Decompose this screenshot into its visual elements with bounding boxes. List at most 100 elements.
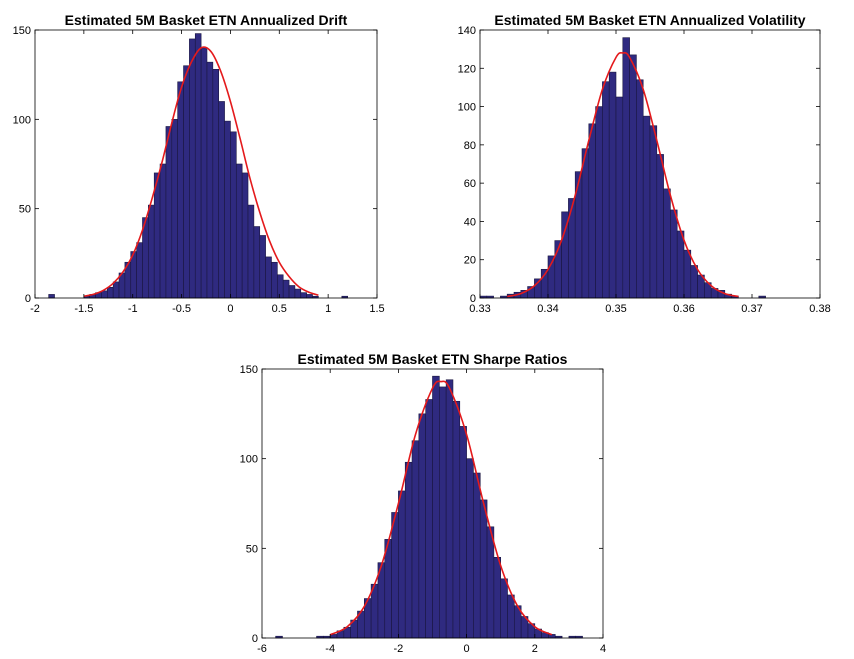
chart-title: Estimated 5M Basket ETN Annualized Volat… (494, 12, 805, 28)
bar (384, 539, 392, 639)
bar (439, 386, 447, 639)
bar (602, 81, 610, 299)
bar (500, 578, 508, 639)
bar (479, 499, 488, 639)
x-tick-label: 0.5 (272, 303, 287, 315)
bar (445, 379, 454, 639)
x-tick-label: 0.35 (605, 303, 626, 315)
x-tick-label: 0 (464, 643, 470, 655)
bar (588, 123, 596, 299)
bar (642, 115, 651, 299)
axes-box (34, 29, 378, 299)
y-tick-label: 150 (13, 25, 31, 37)
bar (183, 65, 190, 299)
bar (398, 490, 406, 639)
bar (300, 292, 307, 299)
axes-box (261, 368, 604, 639)
subplot: -6 -4 -2 0 2 4 0 50 100 150 Estimated 5M Basket ET… (240, 351, 606, 655)
bar (153, 172, 161, 299)
bar (690, 265, 698, 299)
chart-title: Estimated 5M Basket ETN Annualized Drift (65, 12, 348, 28)
bar (683, 249, 692, 299)
bar (670, 209, 678, 299)
subplot: -2 -1.5 -1 -0.5 0 0.5 1 1.5 0 50 100 150 Estimated 5… (13, 12, 385, 315)
bar (206, 61, 214, 299)
bar (218, 101, 225, 299)
bar (241, 172, 249, 299)
bar (194, 33, 202, 299)
bar (411, 440, 420, 639)
bar (466, 458, 474, 639)
x-tick-label: 0.36 (673, 303, 694, 315)
bar (200, 47, 208, 299)
bar (189, 38, 196, 299)
bar (432, 375, 440, 639)
fit-curve (329, 380, 553, 636)
y-tick-label: 140 (458, 25, 476, 37)
bar (622, 37, 630, 299)
bar (112, 281, 120, 299)
bar (486, 526, 495, 639)
bar (247, 204, 255, 299)
y-tick-label: 60 (464, 178, 476, 190)
bar (265, 256, 272, 299)
y-tick-label: 0 (25, 293, 31, 305)
x-tick-label: 0.34 (537, 303, 558, 315)
bar (212, 69, 220, 299)
y-tick-label: 0 (470, 293, 476, 305)
bar (581, 148, 590, 299)
bar (649, 125, 658, 299)
fit-curve (83, 46, 319, 297)
bar (224, 120, 231, 299)
y-tick-label: 50 (246, 543, 258, 555)
bar (177, 81, 184, 299)
bar (165, 126, 173, 299)
x-tick-label: -1.5 (74, 303, 93, 315)
y-tick-label: 0 (252, 633, 258, 645)
bar (473, 472, 481, 639)
fit-curve (507, 51, 739, 298)
chart-title: Estimated 5M Basket ETN Sharpe Ratios (298, 351, 568, 367)
bar (676, 230, 685, 299)
bar (452, 400, 461, 639)
bar (107, 286, 114, 299)
bar (404, 461, 413, 639)
bar (418, 413, 426, 639)
bar (656, 154, 664, 299)
y-tick-label: 80 (464, 140, 476, 152)
bar (636, 79, 644, 299)
y-tick-label: 100 (13, 114, 31, 126)
x-tick-label: 1 (325, 303, 331, 315)
bar (629, 54, 637, 299)
y-tick-label: 50 (19, 204, 31, 216)
axes-box (479, 29, 821, 299)
bar (259, 235, 266, 299)
y-tick-label: 120 (458, 63, 476, 75)
y-tick-label: 20 (464, 255, 476, 267)
x-tick-label: 0.38 (809, 303, 830, 315)
bar (230, 131, 237, 299)
x-tick-label: 0.37 (741, 303, 762, 315)
x-tick-label: 0.33 (469, 303, 490, 315)
bar (159, 163, 167, 299)
x-tick-label: 2 (532, 643, 538, 655)
bar (548, 634, 556, 639)
bar (277, 274, 284, 299)
x-tick-label: -2 (30, 303, 40, 315)
bar (136, 242, 143, 299)
x-tick-label: 4 (600, 643, 606, 655)
bar (615, 96, 624, 299)
y-tick-label: 100 (458, 102, 476, 114)
bar (148, 204, 155, 299)
x-tick-label: -2 (394, 643, 404, 655)
x-tick-label: 0 (227, 303, 233, 315)
bar (253, 226, 261, 299)
subplot: 0.33 0.34 0.35 0.36 0.37 0.38 0 20 40 60 80 100 120 1… (458, 12, 831, 315)
bar (663, 188, 671, 299)
bar (595, 106, 603, 299)
x-tick-label: -6 (257, 643, 267, 655)
y-tick-label: 100 (240, 454, 258, 466)
x-tick-label: 1.5 (369, 303, 384, 315)
bar (425, 399, 433, 639)
x-tick-label: -1 (128, 303, 138, 315)
